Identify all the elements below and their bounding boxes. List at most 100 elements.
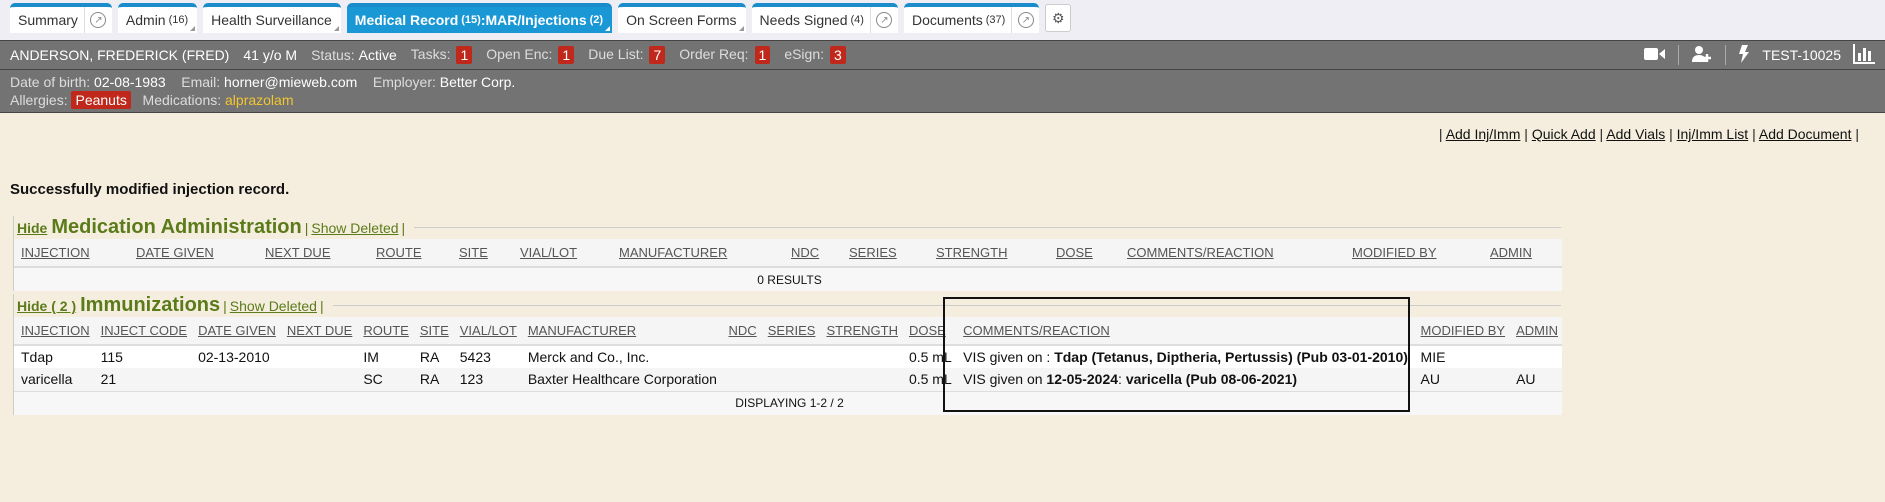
- link-add-document[interactable]: Add Document: [1758, 126, 1852, 142]
- tab-documents[interactable]: Documents (37) ↗: [903, 3, 1040, 33]
- tab-health-surveillance[interactable]: Health Surveillance: [203, 3, 341, 33]
- video-icon[interactable]: [1644, 47, 1666, 64]
- comment-vis: varicella (Pub 08-06-2021): [1125, 371, 1298, 388]
- counter-badge[interactable]: 3: [830, 46, 846, 64]
- tab-count: (16): [168, 14, 189, 26]
- column-header[interactable]: NEXT DUE: [258, 239, 369, 268]
- add-user-icon[interactable]: [1691, 45, 1713, 66]
- column-header[interactable]: NDC: [784, 239, 842, 268]
- dropdown-corner-icon[interactable]: [333, 26, 339, 31]
- column-header[interactable]: SERIES: [760, 317, 820, 346]
- tab-count: (37): [985, 14, 1006, 26]
- tab-summary[interactable]: Summary ↗: [10, 3, 112, 33]
- counter-badge[interactable]: 1: [456, 46, 473, 64]
- cell-vial_lot: 123: [452, 368, 521, 391]
- tab-sublabel: :MAR/Injections: [480, 12, 587, 28]
- table-row[interactable]: varicella 21 SC RA 123 Baxter Healthcare Corp…: [14, 368, 1562, 391]
- column-header[interactable]: ADMIN: [1483, 239, 1562, 268]
- column-header[interactable]: MANUFACTURER: [520, 317, 722, 346]
- column-header[interactable]: DATE GIVEN: [191, 317, 280, 346]
- column-header[interactable]: INJECTION: [14, 239, 129, 268]
- cell-admin: AU: [1509, 368, 1562, 391]
- link-quick-add[interactable]: Quick Add: [1531, 126, 1596, 142]
- dob-label: Date of birth:: [10, 74, 91, 90]
- tab-medical-record[interactable]: Medical Record (15):MAR/Injections (2): [346, 3, 613, 33]
- column-header[interactable]: DATE GIVEN: [129, 239, 258, 268]
- tab-admin[interactable]: Admin (16): [117, 3, 198, 33]
- hide-med-admin-link[interactable]: Hide: [17, 220, 48, 236]
- hide-immunizations-link[interactable]: Hide ( 2 ): [17, 298, 77, 314]
- comment-separator: :: [1118, 371, 1126, 388]
- gears-icon[interactable]: ⚙: [1045, 4, 1072, 32]
- dropdown-corner-icon[interactable]: [738, 26, 744, 31]
- cell-date_given: 02-13-2010: [191, 345, 280, 368]
- comment-prefix: VIS given on :: [963, 349, 1055, 365]
- column-header[interactable]: INJECT CODE: [93, 317, 192, 346]
- allergy-badge: Peanuts: [71, 91, 131, 109]
- cell-date_given: [191, 368, 280, 391]
- dob-value: 02-08-1983: [94, 74, 166, 90]
- column-header[interactable]: MANUFACTURER: [612, 239, 784, 268]
- dropdown-corner-icon[interactable]: [605, 26, 611, 31]
- dropdown-corner-icon[interactable]: [190, 26, 196, 31]
- medications-value[interactable]: alprazolam: [225, 92, 294, 108]
- column-header[interactable]: ROUTE: [369, 239, 452, 268]
- cell-modified_by: MIE: [1413, 345, 1510, 368]
- open-external-icon[interactable]: ↗: [83, 7, 112, 33]
- column-header[interactable]: DOSE: [1049, 239, 1120, 268]
- immunizations-section: Hide ( 2 ) Immunizations | Show Deleted | …: [13, 294, 1562, 415]
- column-header[interactable]: DOSE: [901, 317, 957, 346]
- tab-label: Medical Record: [354, 12, 459, 28]
- column-header[interactable]: COMMENTS/REACTION: [956, 317, 1414, 346]
- med-admin-table: INJECTION DATE GIVEN NEXT DUE ROUTE SITE VIAL…: [14, 239, 1562, 291]
- column-header[interactable]: VIAL/LOT: [513, 239, 612, 268]
- link-inj-imm-list[interactable]: Inj/Imm List: [1676, 126, 1749, 142]
- link-add-inj-imm[interactable]: Add Inj/Imm: [1445, 126, 1521, 142]
- results-count: DISPLAYING 1-2 / 2: [14, 390, 1562, 415]
- lightning-icon[interactable]: [1738, 44, 1750, 66]
- column-header[interactable]: ADMIN: [1509, 317, 1562, 346]
- cell-ndc: [721, 368, 761, 391]
- counter-badge[interactable]: 1: [558, 46, 575, 64]
- cell-site: RA: [412, 345, 453, 368]
- comment-prefix: VIS given on: [963, 371, 1047, 388]
- cell-comment: VIS given on 12-05-2024: varicella (Pub …: [956, 368, 1414, 391]
- column-header[interactable]: SERIES: [842, 239, 929, 268]
- column-header[interactable]: NEXT DUE: [279, 317, 357, 346]
- show-deleted-link[interactable]: Show Deleted: [311, 220, 399, 236]
- open-external-icon[interactable]: ↗: [1011, 7, 1039, 33]
- column-header[interactable]: STRENGTH: [819, 317, 902, 346]
- cell-comment: VIS given on : Tdap (Tetanus, Diptheria,…: [956, 345, 1414, 368]
- column-header[interactable]: INJECTION: [14, 317, 94, 346]
- employer-label: Employer:: [372, 74, 436, 90]
- column-header[interactable]: NDC: [721, 317, 761, 346]
- medication-administration-section: Hide Medication Administration | Show Del…: [13, 216, 1562, 291]
- counter-badge[interactable]: 7: [649, 46, 666, 64]
- table-row[interactable]: Tdap 115 02-13-2010 IM RA 5423 Merck and Co., …: [14, 345, 1562, 368]
- cell-route: SC: [356, 368, 413, 391]
- counter-label: Due List:: [588, 46, 644, 62]
- column-header[interactable]: VIAL/LOT: [452, 317, 521, 346]
- column-header[interactable]: STRENGTH: [929, 239, 1049, 268]
- tab-on-screen-forms[interactable]: On Screen Forms: [618, 3, 746, 33]
- column-header[interactable]: SITE: [452, 239, 513, 268]
- column-header[interactable]: SITE: [412, 317, 453, 346]
- counter-badge[interactable]: 1: [754, 46, 771, 64]
- tab-needs-signed[interactable]: Needs Signed (4) ↗: [751, 3, 898, 33]
- column-header[interactable]: MODIFIED BY: [1345, 239, 1483, 268]
- counter-label: Order Req:: [679, 46, 749, 62]
- show-deleted-link[interactable]: Show Deleted: [229, 298, 317, 314]
- tab-label: Documents: [911, 12, 983, 28]
- open-external-icon[interactable]: ↗: [869, 7, 898, 33]
- tab-label: On Screen Forms: [626, 12, 737, 28]
- cell-injection: Tdap: [14, 345, 94, 368]
- patient-banner: ANDERSON, FREDERICK (FRED) 41 y/o M Stat…: [0, 40, 1885, 70]
- status-label: Status:: [311, 47, 355, 63]
- column-header[interactable]: MODIFIED BY: [1413, 317, 1510, 346]
- column-header[interactable]: COMMENTS/REACTION: [1120, 239, 1345, 268]
- bar-chart-icon[interactable]: [1853, 43, 1875, 67]
- counter-label: Open Enc:: [486, 46, 553, 62]
- cell-manufacturer: Baxter Healthcare Corporation: [520, 368, 722, 391]
- column-header[interactable]: ROUTE: [356, 317, 413, 346]
- link-add-vials[interactable]: Add Vials: [1606, 126, 1666, 142]
